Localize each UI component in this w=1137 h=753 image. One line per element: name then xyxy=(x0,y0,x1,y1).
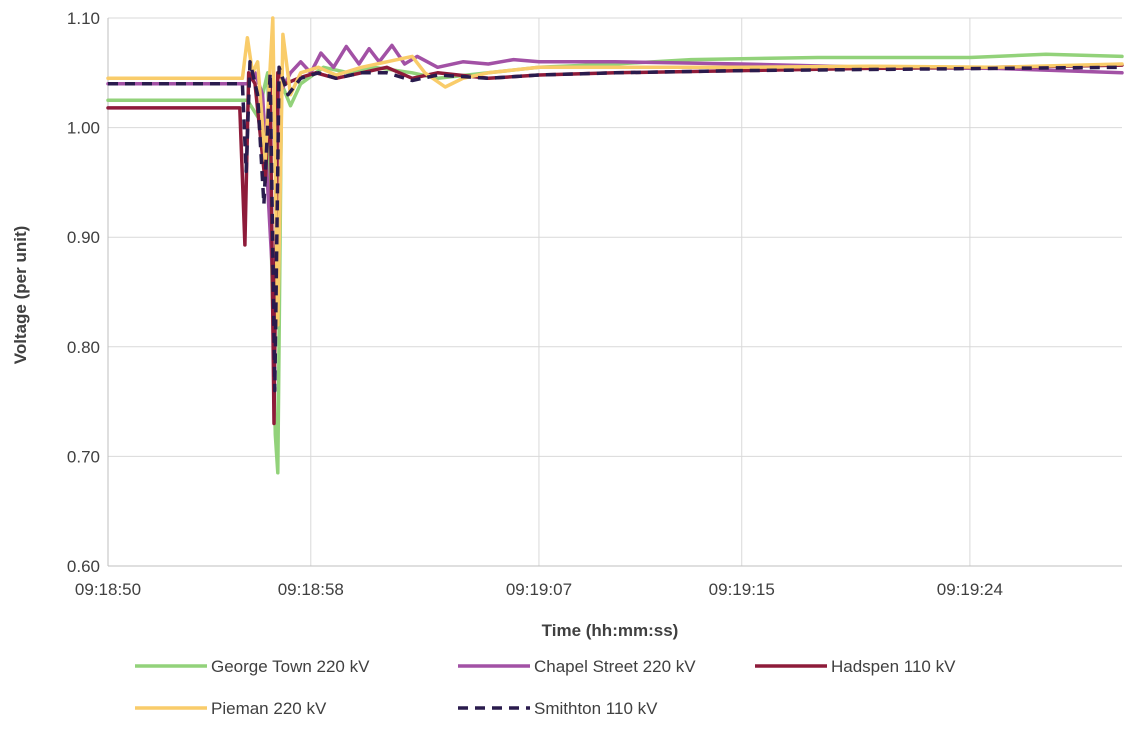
legend: George Town 220 kV Chapel Street 220 kV Ha… xyxy=(135,657,956,718)
series-layer xyxy=(106,16,1124,475)
legend-label: Chapel Street 220 kV xyxy=(534,657,696,676)
x-axis-title: Time (hh:mm:ss) xyxy=(542,621,679,640)
legend-label: Smithton 110 kV xyxy=(534,699,658,718)
axis-layer: 0.60 0.70 0.80 0.90 1.00 1.10 09:18:50 09:18:58… xyxy=(67,9,1122,599)
y-tick-label: 0.80 xyxy=(67,338,100,357)
x-tick-label: 09:19:15 xyxy=(709,580,775,599)
y-tick-label: 0.70 xyxy=(67,447,100,466)
y-tick-label: 1.10 xyxy=(67,9,100,28)
x-tick-label: 09:18:50 xyxy=(75,580,141,599)
y-axis-title: Voltage (per unit) xyxy=(11,226,30,365)
legend-label: Pieman 220 kV xyxy=(211,699,327,718)
x-tick-label: 09:19:24 xyxy=(937,580,1003,599)
x-tick-label: 09:19:07 xyxy=(506,580,572,599)
y-tick-label: 1.00 xyxy=(67,119,100,138)
y-tick-label: 0.60 xyxy=(67,557,100,576)
x-tick-label: 09:18:58 xyxy=(278,580,344,599)
series-line-4 xyxy=(106,16,1124,327)
series-line-5 xyxy=(108,60,1123,393)
y-tick-label: 0.90 xyxy=(67,228,100,247)
legend-label: George Town 220 kV xyxy=(211,657,370,676)
legend-label: Hadspen 110 kV xyxy=(831,657,956,676)
